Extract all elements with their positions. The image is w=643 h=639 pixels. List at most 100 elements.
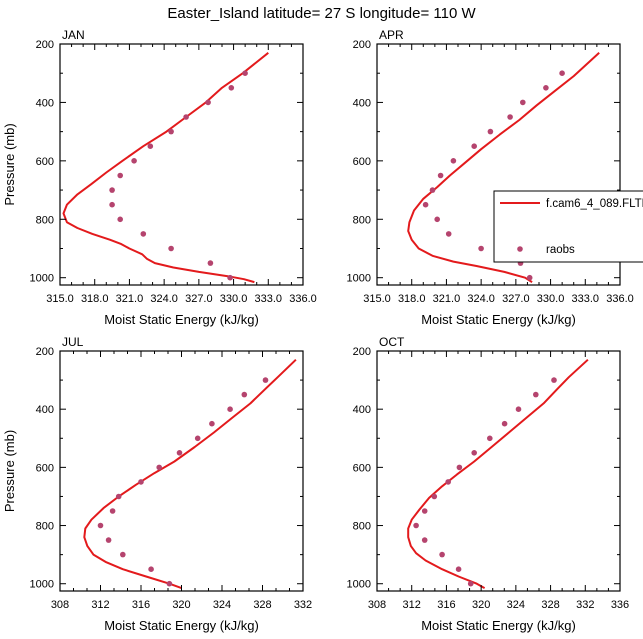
x-tick-label: 330.0 [537,293,565,305]
panel-label: OCT [379,335,405,349]
raobs-point [487,128,494,135]
raobs-point [205,99,211,106]
raobs-point [421,508,428,514]
raobs-point [109,201,115,208]
y-tick-label: 200 [36,346,54,358]
raobs-point [413,522,419,529]
raobs-point [148,566,154,572]
raobs-point [431,493,438,500]
raobs-point [471,450,478,456]
raobs-point [109,508,116,514]
model-profile-line [407,52,600,283]
raobs-point [501,420,508,427]
raobs-point [242,70,248,76]
raobs-point [533,391,539,398]
x-tick-label: 316 [132,599,150,611]
y-tick-label: 200 [353,346,371,358]
x-tick-label: 336.0 [606,293,634,305]
y-axis-label: Pressure (mb) [2,123,17,205]
x-tick-label: 320 [172,599,190,611]
raobs-point [117,172,123,179]
panel-jul: 200 400 600 800 1000 308 312 316 320 324 328 332 JUL… [2,335,312,633]
raobs-point [105,537,112,543]
raobs-point [471,143,478,149]
x-tick-label: 324 [507,599,525,611]
x-tick-label: 336 [611,599,629,611]
x-axis-label: Moist Static Energy (kJ/kg) [104,618,259,633]
y-tick-label: 1000 [30,579,54,591]
x-tick-label: 312 [91,599,109,611]
x-tick-label: 315.0 [46,293,74,305]
y-tick-label: 1000 [347,579,371,591]
raobs-point [507,114,513,120]
raobs-point [439,551,445,558]
model-profile-line [62,52,269,284]
y-tick-label: 200 [36,39,54,51]
x-tick-label: 330.0 [220,293,248,305]
x-tick-label: 315.0 [363,293,391,305]
raobs-point [467,580,474,587]
raobs-point [131,158,137,164]
raobs-point [115,493,122,500]
raobs-point [543,85,549,91]
raobs-point [209,420,215,427]
raobs-point [156,464,162,471]
x-tick-label: 318.0 [398,293,426,305]
plot-frame [59,43,304,286]
raobs-point [445,231,452,237]
panel-label: APR [379,28,404,42]
raobs-point [515,406,522,413]
x-tick-label: 312 [403,599,421,611]
x-tick-label: 318.0 [81,293,109,305]
raobs-point [241,391,248,398]
legend-label-raobs: raobs [546,244,575,256]
x-tick-label: 320 [472,599,490,611]
x-tick-label: 333.0 [255,293,283,305]
y-tick-label: 200 [353,39,371,51]
x-tick-label: 333.0 [572,293,600,305]
raobs-point [207,260,214,266]
y-tick-label: 400 [353,97,371,109]
raobs-point [429,187,436,193]
panel-oct: 200 400 600 800 1000 308 312 316 320 324 328 332 336… [347,335,630,633]
y-tick-label: 600 [353,462,371,474]
y-tick-label: 1000 [347,273,371,285]
raobs-point [109,187,115,193]
panel-apr: 200 400 600 800 1000 315.0 318.0 321.0 324.0 327.… [347,28,634,327]
legend-marker-swatch [517,246,523,252]
y-tick-label: 400 [353,404,371,416]
x-axis-label: Moist Static Energy (kJ/kg) [421,312,576,327]
raobs-point [520,99,526,106]
raobs-point [117,216,123,223]
panel-jan: 200 400 600 800 1000 315.0 318.0 321.0 324.0 327.… [2,28,317,327]
panel-label: JUL [62,335,84,349]
x-tick-label: 316 [437,599,455,611]
raobs-point [227,274,233,281]
x-tick-label: 324.0 [467,293,495,305]
x-tick-label: 328 [253,599,271,611]
model-profile-line [83,358,297,590]
y-tick-label: 600 [36,156,54,168]
raobs-point [262,377,269,383]
raobs-point [168,128,174,135]
x-tick-label: 321.0 [433,293,461,305]
figure-title: Easter_Island latitude= 27 S longitude= … [167,5,476,22]
raobs-point [487,435,493,442]
raobs-point [168,245,174,252]
x-tick-label: 332 [576,599,594,611]
panel-label: JAN [62,28,85,42]
raobs-point [455,566,462,572]
x-tick-label: 321.0 [116,293,144,305]
raobs-point [456,464,463,471]
y-tick-label: 600 [353,156,371,168]
raobs-point [526,274,533,281]
raobs-point [194,435,201,442]
x-tick-label: 327.0 [502,293,530,305]
raobs-point [227,406,233,413]
raobs-point [450,158,457,164]
y-tick-label: 800 [36,214,54,226]
y-axis-label: Pressure (mb) [2,430,17,512]
raobs-point [166,580,173,587]
y-tick-label: 600 [36,462,54,474]
